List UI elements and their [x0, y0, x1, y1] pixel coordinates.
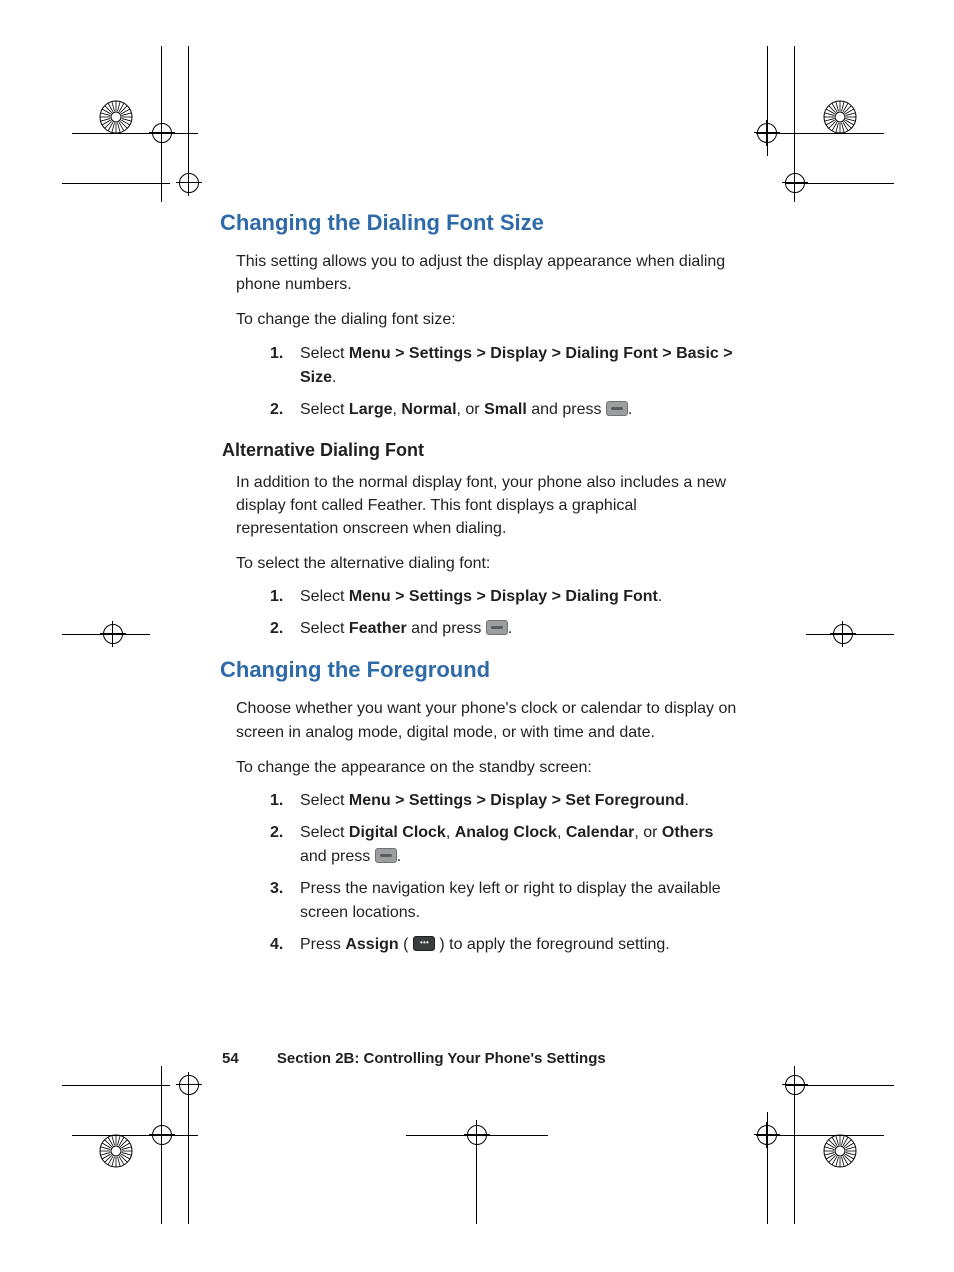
step-number: 1. — [270, 342, 283, 366]
intro-text: This setting allows you to adjust the di… — [236, 250, 742, 296]
intro-text: In addition to the normal display font, … — [236, 471, 742, 541]
step-number: 3. — [270, 877, 283, 901]
registration-sunburst-icon — [823, 100, 857, 134]
step-text: Select Menu > Settings > Display > Diali… — [300, 588, 662, 605]
step-number: 2. — [270, 398, 283, 422]
step-text: Press Assign ( ) to apply the foreground… — [300, 936, 670, 953]
lead-text: To change the dialing font size: — [236, 308, 742, 331]
registration-sunburst-icon — [99, 100, 133, 134]
registration-target-icon — [754, 1122, 780, 1148]
registration-target-icon — [830, 621, 856, 647]
registration-target-icon — [149, 1122, 175, 1148]
lead-text: To change the appearance on the standby … — [236, 756, 742, 779]
step-item: 1. Select Menu > Settings > Display > Di… — [270, 585, 742, 609]
registration-target-icon — [754, 120, 780, 146]
step-number: 1. — [270, 789, 283, 813]
step-item: 1. Select Menu > Settings > Display > Se… — [270, 789, 742, 813]
step-number: 2. — [270, 617, 283, 641]
step-number: 2. — [270, 821, 283, 845]
lead-text: To select the alternative dialing font: — [236, 552, 742, 575]
step-item: 4. Press Assign ( ) to apply the foregro… — [270, 933, 742, 957]
heading-foreground: Changing the Foreground — [220, 657, 742, 683]
step-text: Select Feather and press . — [300, 620, 512, 637]
registration-target-icon — [149, 120, 175, 146]
step-number: 1. — [270, 585, 283, 609]
step-text: Select Menu > Settings > Display > Diali… — [300, 345, 733, 386]
step-item: 2. Select Feather and press . — [270, 617, 742, 641]
step-item: 2. Select Large, Normal, or Small and pr… — [270, 398, 742, 422]
steps-list-alt-font: 1. Select Menu > Settings > Display > Di… — [270, 585, 742, 641]
step-number: 4. — [270, 933, 283, 957]
page-footer: 54 Section 2B: Controlling Your Phone's … — [222, 1050, 742, 1067]
registration-target-icon — [782, 170, 808, 196]
registration-target-icon — [176, 170, 202, 196]
subheading-alternative-font: Alternative Dialing Font — [222, 440, 742, 461]
section-label: Section 2B: Controlling Your Phone's Set… — [277, 1050, 606, 1067]
page-number: 54 — [222, 1050, 239, 1067]
steps-list-foreground: 1. Select Menu > Settings > Display > Se… — [270, 789, 742, 957]
step-text: Select Menu > Settings > Display > Set F… — [300, 792, 689, 809]
step-text: Select Large, Normal, or Small and press… — [300, 401, 632, 418]
step-item: 2. Select Digital Clock, Analog Clock, C… — [270, 821, 742, 869]
step-text: Select Digital Clock, Analog Clock, Cale… — [300, 824, 713, 865]
ok-key-icon — [486, 620, 508, 635]
ok-key-icon — [375, 848, 397, 863]
registration-sunburst-icon — [99, 1134, 133, 1168]
menu-key-icon — [413, 936, 435, 951]
step-item: 1. Select Menu > Settings > Display > Di… — [270, 342, 742, 390]
registration-target-icon — [176, 1072, 202, 1098]
steps-list-dialing-size: 1. Select Menu > Settings > Display > Di… — [270, 342, 742, 422]
registration-target-icon — [782, 1072, 808, 1098]
intro-text: Choose whether you want your phone's clo… — [236, 697, 742, 743]
registration-target-icon — [464, 1122, 490, 1148]
step-item: 3. Press the navigation key left or righ… — [270, 877, 742, 925]
heading-dialing-font-size: Changing the Dialing Font Size — [220, 210, 742, 236]
page-content: Changing the Dialing Font Size This sett… — [222, 210, 742, 973]
step-text: Press the navigation key left or right t… — [300, 880, 721, 921]
registration-sunburst-icon — [823, 1134, 857, 1168]
registration-target-icon — [100, 621, 126, 647]
ok-key-icon — [606, 401, 628, 416]
